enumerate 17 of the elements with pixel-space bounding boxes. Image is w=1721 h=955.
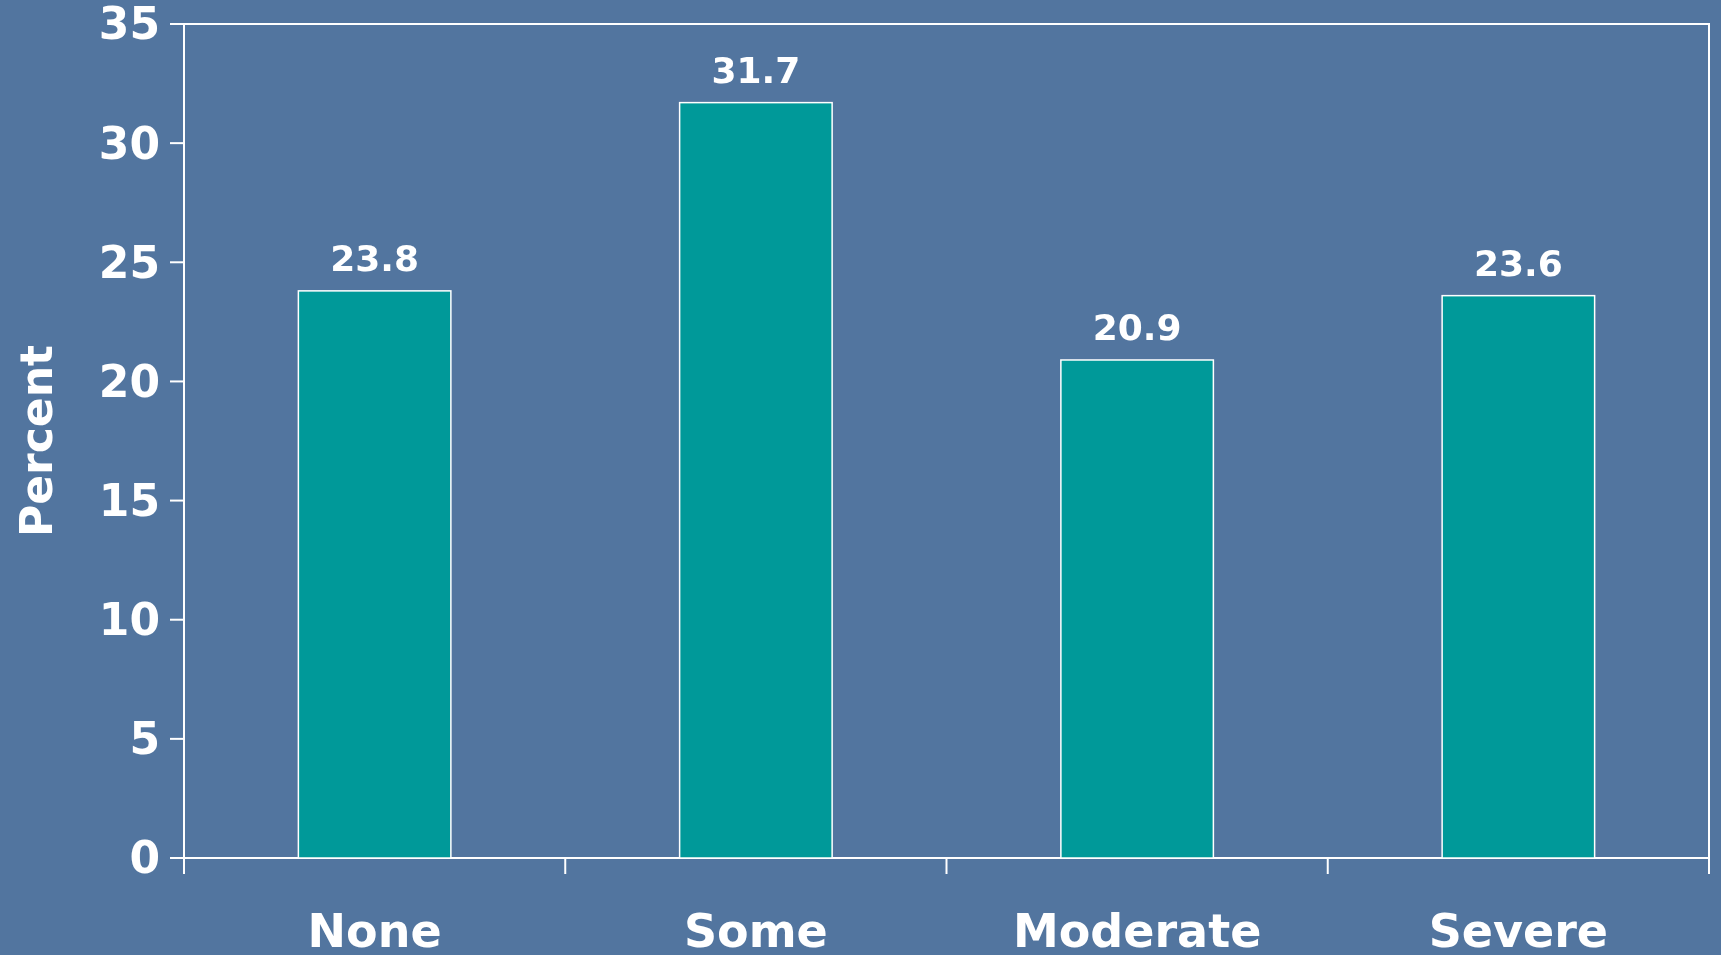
data-label: 20.9 [1092,306,1182,348]
y-tick-label: 15 [98,474,160,526]
y-tick-label: 0 [129,832,160,884]
y-axis-title: Percent [11,344,62,538]
y-tick-label: 5 [129,713,160,765]
x-tick-label: Moderate [1012,904,1262,955]
x-tick-label: Some [683,904,828,955]
y-tick-label: 30 [98,117,160,169]
y-tick-label: 10 [98,594,160,646]
y-tick-label: 25 [98,236,160,288]
data-label: 23.8 [330,237,420,279]
y-tick-label: 20 [98,355,160,407]
y-tick-label: 35 [98,0,160,50]
x-tick-label: None [307,904,442,955]
x-tick-label: Severe [1428,904,1609,955]
data-label: 23.6 [1473,242,1563,284]
data-label: 31.7 [711,49,801,91]
